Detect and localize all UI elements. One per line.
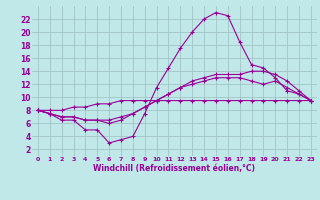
X-axis label: Windchill (Refroidissement éolien,°C): Windchill (Refroidissement éolien,°C) bbox=[93, 164, 255, 173]
